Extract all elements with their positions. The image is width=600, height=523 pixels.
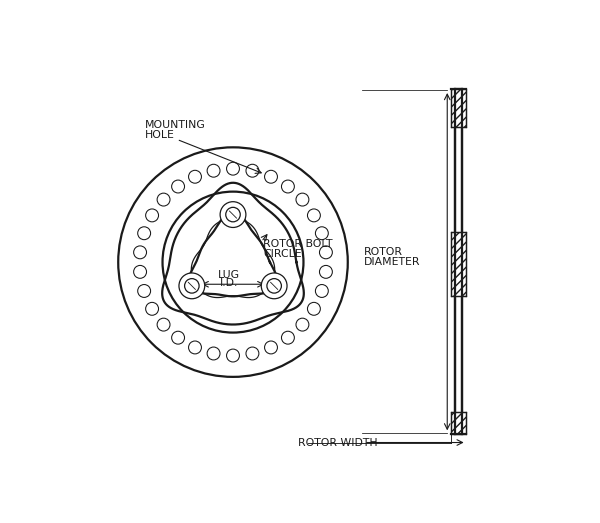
Text: HOLE: HOLE — [145, 130, 174, 140]
Circle shape — [157, 318, 170, 331]
Circle shape — [296, 193, 309, 206]
Bar — [451, 89, 466, 127]
Circle shape — [316, 285, 328, 298]
Bar — [451, 232, 466, 297]
Circle shape — [157, 193, 170, 206]
Circle shape — [246, 347, 259, 360]
Circle shape — [220, 202, 246, 228]
Circle shape — [137, 227, 151, 240]
Circle shape — [134, 266, 146, 278]
Circle shape — [137, 285, 151, 298]
Circle shape — [227, 349, 239, 362]
Circle shape — [267, 279, 281, 293]
Circle shape — [179, 273, 205, 299]
Text: LUG: LUG — [218, 270, 240, 280]
Circle shape — [296, 318, 309, 331]
Circle shape — [207, 164, 220, 177]
Circle shape — [265, 170, 277, 183]
Circle shape — [146, 209, 158, 222]
Circle shape — [281, 180, 295, 193]
Bar — [451, 412, 466, 435]
Circle shape — [207, 347, 220, 360]
Circle shape — [227, 162, 239, 175]
Bar — [455, 89, 462, 435]
Circle shape — [146, 302, 158, 315]
Text: ROTOR BOLT: ROTOR BOLT — [263, 239, 333, 249]
Text: MOUNTING: MOUNTING — [145, 120, 205, 130]
Circle shape — [163, 191, 304, 333]
Circle shape — [118, 147, 348, 377]
Circle shape — [246, 164, 259, 177]
Circle shape — [172, 180, 185, 193]
Bar — [451, 232, 466, 297]
Circle shape — [307, 209, 320, 222]
Text: ROTOR: ROTOR — [364, 247, 403, 257]
Circle shape — [265, 341, 277, 354]
Circle shape — [226, 207, 240, 222]
Text: ROTOR WIDTH: ROTOR WIDTH — [298, 438, 377, 448]
Circle shape — [261, 273, 287, 299]
Circle shape — [307, 302, 320, 315]
Circle shape — [319, 246, 332, 259]
Circle shape — [188, 341, 202, 354]
Circle shape — [319, 266, 332, 278]
Circle shape — [134, 246, 146, 259]
Circle shape — [185, 279, 199, 293]
Text: I.D.: I.D. — [220, 278, 238, 288]
Circle shape — [172, 331, 185, 344]
Circle shape — [316, 227, 328, 240]
Bar — [451, 89, 466, 127]
Text: DIAMETER: DIAMETER — [364, 257, 421, 267]
Bar — [451, 412, 466, 435]
Text: CIRCLE: CIRCLE — [263, 249, 302, 259]
Circle shape — [188, 170, 202, 183]
Circle shape — [281, 331, 295, 344]
